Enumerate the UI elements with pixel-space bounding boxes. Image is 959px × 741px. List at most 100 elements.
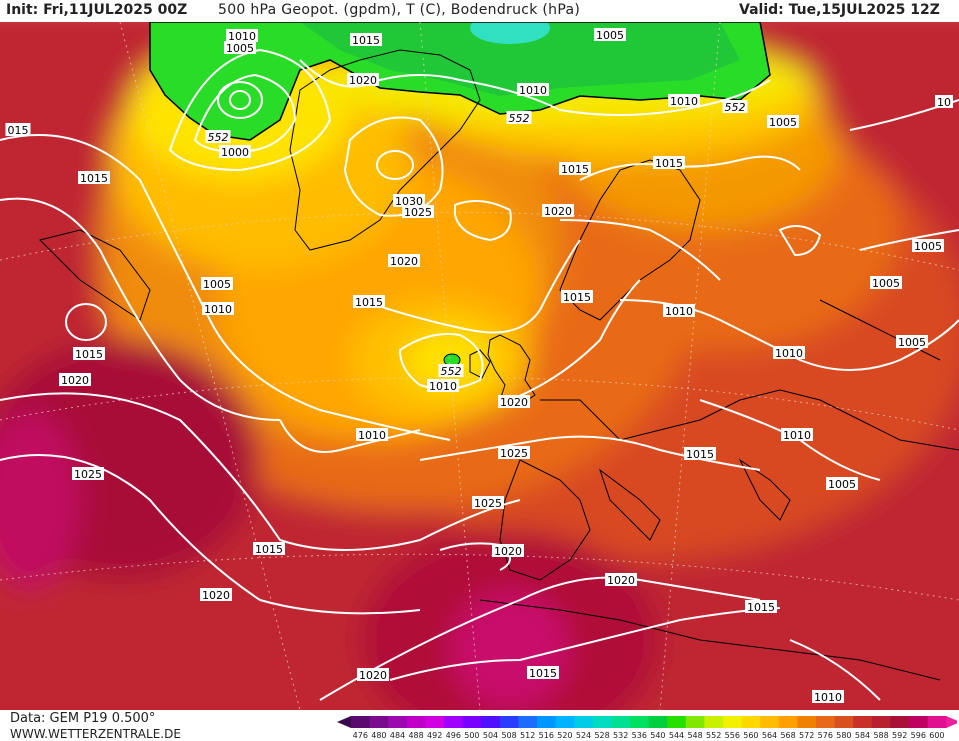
scale-tick-label: 496	[446, 731, 461, 740]
isobar-label-box	[353, 295, 385, 308]
isobar-label-box	[668, 94, 700, 107]
isobar-label-box	[357, 668, 389, 681]
color-scale: 476 480 484 488 492 496 500 504 508 512 516 520 524 5…	[337, 716, 957, 740]
isobar-label: 1015	[561, 163, 589, 176]
scale-swatch	[778, 716, 798, 728]
scale-tick-label: 528	[594, 731, 609, 740]
weather-map[interactable]: 1010 1005 1015 1005 1020 1010 1010 552 552 1005 55…	[0, 22, 959, 710]
scale-swatch	[890, 716, 910, 728]
scale-swatch	[797, 716, 817, 728]
isobar-label: 1020	[349, 74, 377, 87]
isobar-label-box	[472, 496, 504, 509]
scale-swatch	[574, 716, 594, 728]
isobar-label-box	[200, 588, 232, 601]
scale-swatch	[741, 716, 761, 728]
scale-tick-label: 516	[539, 731, 554, 740]
isobar-label: 1020	[202, 589, 230, 602]
graticule	[0, 22, 959, 710]
init-time: Init: Fri,11JUL2025 00Z	[6, 2, 188, 18]
scale-tick-label: 504	[483, 731, 498, 740]
isobar-label-box	[347, 73, 379, 86]
isobar-label: 1015	[529, 667, 557, 680]
scale-swatch	[592, 716, 612, 728]
isobar-label: 1015	[747, 601, 775, 614]
isobar-label: 1025	[500, 447, 528, 460]
scale-tick-label: 484	[390, 731, 405, 740]
map-footer: Data: GEM P19 0.500° WWW.WETTERZENTRALE.…	[0, 710, 959, 741]
isobar-label-box	[561, 290, 593, 303]
isobar-label: 552	[509, 112, 530, 125]
isobar-label: 1015	[75, 348, 103, 361]
isobar-label: 1010	[783, 429, 811, 442]
isobar-label-box	[653, 156, 685, 169]
isobar-label-box	[767, 115, 799, 128]
isobar-label: 1010	[519, 84, 547, 97]
isobar-label-box	[498, 395, 530, 408]
isobar-label: 1015	[355, 296, 383, 309]
scale-swatch	[760, 716, 780, 728]
isobar-label: 1030	[395, 195, 423, 208]
isobar-label-box	[812, 690, 844, 703]
scale-tick-label: 500	[464, 731, 479, 740]
isobar-label: 1010	[814, 691, 842, 704]
isobar-label-box	[517, 83, 549, 96]
isobar-label: 1015	[80, 172, 108, 185]
isobar-label: 1020	[544, 205, 572, 218]
scale-tick-label: 552	[706, 731, 721, 740]
scale-swatch	[518, 716, 538, 728]
isobar-label-box	[498, 446, 530, 459]
isobar-label: 1005	[872, 277, 900, 290]
scale-tick-label: 508	[501, 731, 516, 740]
isobar-label: 015	[8, 124, 29, 137]
scale-swatch	[723, 716, 743, 728]
isobar-label-box	[826, 477, 858, 490]
scale-swatch	[685, 716, 705, 728]
scale-swatch	[388, 716, 408, 728]
isobar-label: 1020	[500, 396, 528, 409]
scale-swatch	[834, 716, 854, 728]
isobar-label-box	[559, 162, 591, 175]
isobar-label-box	[781, 428, 813, 441]
isobar-label: 1000	[221, 146, 249, 159]
isobars	[0, 48, 959, 701]
scale-swatch	[425, 716, 445, 728]
isobar-label-box	[870, 276, 902, 289]
scale-right-arrow	[946, 716, 957, 728]
scale-tick-label: 512	[520, 731, 535, 740]
isobar-label-box	[594, 28, 626, 41]
isobar-label-box	[402, 205, 434, 218]
scale-tick-label: 492	[427, 731, 442, 740]
isobar-label: 1010	[665, 305, 693, 318]
scale-tick-label: 576	[818, 731, 833, 740]
scale-swatch	[481, 716, 501, 728]
scale-swatch	[630, 716, 650, 728]
isobar-label-box	[72, 467, 104, 480]
scale-left-arrow	[337, 716, 351, 728]
scale-tick-label: 544	[669, 731, 684, 740]
isobar-label: 1005	[914, 240, 942, 253]
scale-tick-label: 488	[408, 731, 423, 740]
isobar-label: 1015	[563, 291, 591, 304]
isobar-label: 1015	[352, 34, 380, 47]
scale-swatch	[667, 716, 687, 728]
scale-swatch	[406, 716, 426, 728]
scale-swatch	[871, 716, 891, 728]
isobar-label-box	[492, 544, 524, 557]
scale-swatch	[909, 716, 929, 728]
scale-tick-label: 520	[557, 731, 572, 740]
isobar-label: 1005	[596, 29, 624, 42]
isobar-label-box	[427, 379, 459, 392]
isobar-label: 552	[208, 131, 229, 144]
isobar-label-box	[224, 41, 256, 54]
isobar-label-box	[527, 666, 559, 679]
scale-tick-label: 540	[650, 731, 665, 740]
isobar-label-box	[388, 254, 420, 267]
isobar-label-box	[935, 95, 953, 108]
isobar-label: 1010	[358, 429, 386, 442]
isobar-label-box	[605, 573, 637, 586]
scale-tick-label: 572	[799, 731, 814, 740]
scale-swatch	[555, 716, 575, 728]
scale-swatch	[499, 716, 519, 728]
